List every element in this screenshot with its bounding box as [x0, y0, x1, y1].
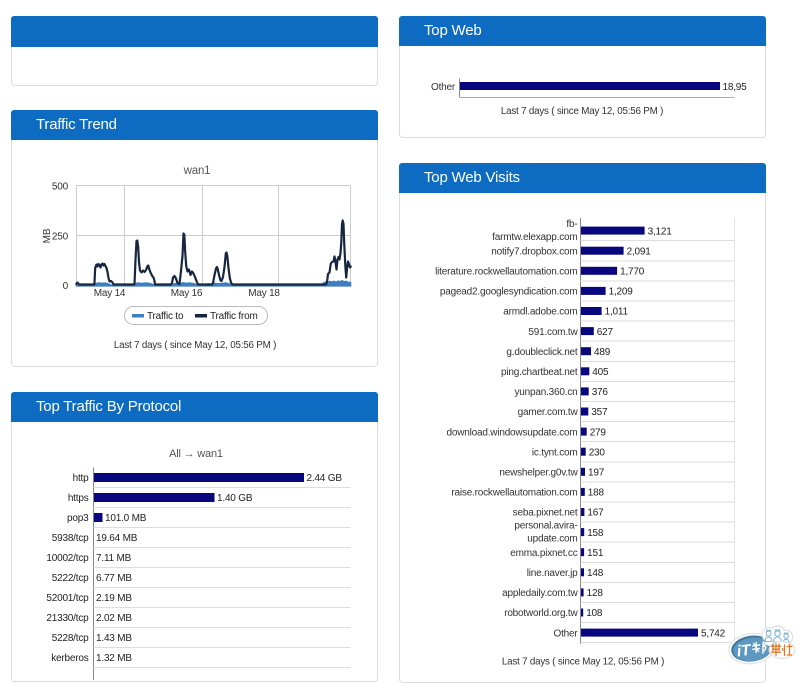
svg-text:Last 7 days ( since May 12, 05: Last 7 days ( since May 12, 05:56 PM ) — [114, 340, 276, 351]
svg-text:seba.pixnet.net: seba.pixnet.net — [513, 508, 578, 519]
svg-text:farmtw.elexapp.com: farmtw.elexapp.com — [492, 232, 577, 243]
svg-text:pop3: pop3 — [67, 513, 89, 524]
svg-text:pagead2.googlesyndication.com: pagead2.googlesyndication.com — [440, 287, 578, 298]
svg-text:Last 7 days ( since May 12, 05: Last 7 days ( since May 12, 05:56 PM ) — [502, 657, 664, 668]
svg-text:0: 0 — [63, 281, 69, 292]
svg-text:Other: Other — [431, 82, 456, 93]
svg-text:500: 500 — [52, 182, 69, 193]
svg-text:May 16: May 16 — [171, 288, 203, 299]
svg-text:kerberos: kerberos — [51, 653, 89, 664]
svg-text:5938/tcp: 5938/tcp — [52, 533, 89, 544]
svg-text:376: 376 — [592, 387, 609, 398]
svg-text:May 18: May 18 — [248, 288, 280, 299]
svg-text:19.64 MB: 19.64 MB — [96, 533, 138, 544]
svg-text:emma.pixnet.cc: emma.pixnet.cc — [510, 548, 577, 559]
svg-text:appledaily.com.tw: appledaily.com.tw — [502, 588, 578, 599]
svg-text:1.43 MB: 1.43 MB — [96, 633, 132, 644]
svg-text:5228/tcp: 5228/tcp — [52, 633, 89, 644]
svg-text:489: 489 — [594, 347, 611, 358]
svg-text:wan1: wan1 — [183, 165, 211, 177]
svg-text:158: 158 — [587, 528, 604, 539]
svg-text:52001/tcp: 52001/tcp — [46, 593, 89, 604]
svg-text:2.02 MB: 2.02 MB — [96, 613, 132, 624]
svg-text:5,742: 5,742 — [701, 628, 726, 639]
svg-text:1,770: 1,770 — [620, 267, 645, 278]
svg-text:197: 197 — [588, 468, 605, 479]
svg-text:Traffic from: Traffic from — [210, 311, 258, 322]
svg-text:armdl.adobe.com: armdl.adobe.com — [503, 307, 577, 318]
svg-text:yunpan.360.cn: yunpan.360.cn — [514, 387, 577, 398]
svg-text:101.0 MB: 101.0 MB — [105, 513, 147, 524]
svg-text:literature.rockwellautomation.: literature.rockwellautomation.com — [435, 267, 577, 278]
svg-text:6.77 MB: 6.77 MB — [96, 573, 132, 584]
svg-text:notify7.dropbox.com: notify7.dropbox.com — [491, 246, 577, 257]
svg-text:2,091: 2,091 — [627, 246, 652, 257]
svg-text:591.com.tw: 591.com.tw — [528, 327, 578, 338]
svg-text:fb-: fb- — [566, 219, 577, 230]
svg-text:https: https — [68, 493, 89, 504]
svg-text:167: 167 — [587, 508, 604, 519]
svg-text:update.com: update.com — [527, 533, 577, 544]
svg-text:May 14: May 14 — [94, 288, 126, 299]
svg-text:18,95: 18,95 — [723, 82, 748, 93]
svg-text:g.doubleclick.net: g.doubleclick.net — [506, 347, 578, 358]
svg-text:raise.rockwellautomation.com: raise.rockwellautomation.com — [451, 488, 577, 499]
svg-text:All → wan1: All → wan1 — [169, 448, 223, 460]
svg-text:405: 405 — [592, 367, 609, 378]
svg-text:5222/tcp: 5222/tcp — [52, 573, 89, 584]
svg-text:gamer.com.tw: gamer.com.tw — [518, 407, 579, 418]
svg-text:http: http — [73, 473, 90, 484]
svg-text:Traffic to: Traffic to — [147, 311, 184, 322]
svg-text:250: 250 — [52, 232, 69, 243]
svg-text:21330/tcp: 21330/tcp — [46, 613, 89, 624]
svg-text:230: 230 — [589, 447, 606, 458]
svg-text:627: 627 — [597, 327, 614, 338]
svg-text:MB: MB — [42, 228, 53, 243]
svg-text:ping.chartbeat.net: ping.chartbeat.net — [501, 367, 578, 378]
svg-text:2.19 MB: 2.19 MB — [96, 593, 132, 604]
svg-text:newshelper.g0v.tw: newshelper.g0v.tw — [499, 468, 578, 479]
svg-text:line.naver.jp: line.naver.jp — [527, 568, 578, 579]
svg-text:3,121: 3,121 — [648, 226, 673, 237]
svg-text:1,209: 1,209 — [609, 287, 634, 298]
svg-text:7.11 MB: 7.11 MB — [96, 553, 132, 564]
svg-text:279: 279 — [590, 427, 607, 438]
svg-text:151: 151 — [587, 548, 604, 559]
svg-text:personal.avira-: personal.avira- — [514, 521, 577, 532]
svg-text:10002/tcp: 10002/tcp — [46, 553, 89, 564]
svg-text:1,011: 1,011 — [605, 307, 629, 318]
svg-text:Last 7 days ( since May 12, 05: Last 7 days ( since May 12, 05:56 PM ) — [501, 106, 663, 117]
svg-text:1.40 GB: 1.40 GB — [217, 493, 253, 504]
svg-text:188: 188 — [588, 488, 605, 499]
svg-text:robotworld.org.tw: robotworld.org.tw — [504, 608, 578, 619]
svg-text:128: 128 — [587, 588, 604, 599]
svg-text:ic.tynt.com: ic.tynt.com — [532, 447, 578, 458]
svg-text:357: 357 — [591, 407, 608, 418]
svg-text:Other: Other — [553, 628, 578, 639]
svg-text:download.windowsupdate.com: download.windowsupdate.com — [447, 427, 578, 438]
svg-text:1.32 MB: 1.32 MB — [96, 653, 132, 664]
svg-text:108: 108 — [586, 608, 603, 619]
svg-text:2.44 GB: 2.44 GB — [307, 473, 343, 484]
svg-text:148: 148 — [587, 568, 604, 579]
